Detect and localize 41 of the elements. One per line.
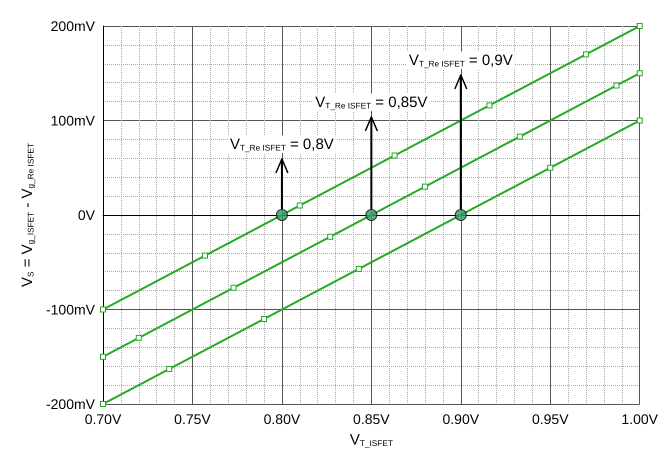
y-tick-label: -200mV: [46, 396, 96, 412]
point: [613, 82, 620, 89]
point: [356, 266, 362, 272]
point: [166, 366, 172, 372]
point: [486, 102, 492, 108]
point: [202, 252, 208, 259]
y-tick-label: 0V: [78, 207, 96, 223]
point: [296, 202, 303, 209]
x-axis-title: VT_ISFET: [350, 431, 393, 448]
point: [327, 234, 334, 240]
point: [100, 354, 106, 360]
point: [136, 334, 142, 341]
point: [276, 209, 288, 221]
point: [365, 209, 378, 221]
y-tick-label: -100mV: [46, 302, 96, 318]
annotation: VT_Re ISFET = 0,85V: [315, 94, 428, 111]
x-tick-label: 0.95V: [532, 411, 570, 427]
point: [547, 164, 554, 171]
x-tick-label: 0.85V: [353, 411, 390, 427]
y-tick-label: 200mV: [50, 18, 96, 34]
point: [230, 284, 237, 291]
point: [422, 184, 428, 190]
point: [636, 23, 643, 29]
point: [100, 401, 106, 407]
point: [636, 118, 643, 124]
point: [100, 306, 106, 312]
annotation: VT_Re ISFET = 0,8V: [230, 136, 334, 153]
y-axis-title: VS = Vg_ISFET - Vg_Re ISFET: [18, 143, 36, 287]
point: [454, 209, 467, 221]
x-tick-label: 0.75V: [174, 411, 212, 427]
annotation: VT_Re ISFET = 0,9V: [408, 52, 513, 69]
point: [636, 70, 643, 76]
x-tick-label: 0.90V: [442, 411, 480, 427]
x-tick-label: 0.70V: [84, 411, 122, 427]
point: [261, 316, 268, 322]
x-tick-label: 0.80V: [264, 411, 301, 427]
x-tick-label: 1.00V: [621, 411, 659, 427]
point: [583, 51, 590, 58]
y-tick-label: 100mV: [50, 112, 96, 128]
point: [392, 152, 398, 158]
point: [516, 134, 523, 140]
